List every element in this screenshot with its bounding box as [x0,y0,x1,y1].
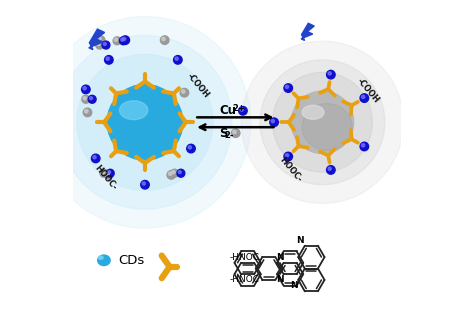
Circle shape [162,37,165,41]
Ellipse shape [107,84,183,160]
Text: -COOH: -COOH [355,77,381,105]
Circle shape [284,152,292,161]
Text: -COOH: -COOH [185,71,210,100]
Text: Cu: Cu [219,104,236,117]
Ellipse shape [98,256,103,259]
Text: CDs: CDs [118,254,145,267]
Text: HOOC-: HOOC- [93,164,118,192]
Circle shape [88,95,96,103]
Circle shape [171,169,179,177]
Circle shape [105,55,113,64]
Ellipse shape [273,72,373,172]
Circle shape [113,37,121,45]
Circle shape [177,169,185,177]
Circle shape [106,57,109,60]
Text: N: N [290,281,298,290]
Polygon shape [89,29,105,50]
Circle shape [90,97,92,100]
Circle shape [270,118,278,126]
Text: N: N [297,236,304,245]
Circle shape [100,169,108,177]
Circle shape [172,171,175,174]
Circle shape [178,171,181,174]
Circle shape [285,154,289,157]
Ellipse shape [302,105,324,119]
Ellipse shape [260,60,385,185]
Circle shape [233,130,236,134]
Circle shape [182,90,185,93]
Circle shape [83,97,86,100]
Circle shape [168,172,172,175]
Circle shape [231,129,240,137]
Circle shape [362,144,365,147]
Circle shape [83,86,86,90]
Circle shape [121,38,124,41]
Circle shape [141,181,149,189]
Ellipse shape [58,35,232,209]
Text: S: S [219,127,228,140]
Circle shape [97,42,100,46]
Circle shape [98,37,101,41]
Circle shape [106,169,114,177]
Ellipse shape [302,104,352,150]
Ellipse shape [39,16,251,228]
Circle shape [91,154,100,163]
Ellipse shape [77,54,213,190]
Circle shape [167,171,175,179]
Circle shape [285,85,289,88]
Circle shape [173,55,182,64]
Circle shape [238,107,247,115]
Circle shape [96,41,104,49]
Text: HOOC-: HOOC- [278,155,304,183]
Text: -HNOC: -HNOC [230,253,260,262]
Circle shape [102,41,110,49]
Circle shape [284,84,292,92]
Circle shape [122,37,126,41]
Circle shape [142,182,146,185]
Circle shape [327,166,335,174]
Ellipse shape [119,101,148,120]
Circle shape [101,171,104,174]
Circle shape [84,110,88,113]
Ellipse shape [241,41,403,204]
Circle shape [119,37,128,45]
Ellipse shape [98,255,110,266]
Text: N: N [276,276,284,284]
Circle shape [175,57,178,60]
Text: N: N [276,253,284,262]
Circle shape [328,72,331,75]
Circle shape [327,70,335,79]
Circle shape [360,142,369,151]
Text: 2-: 2- [225,131,234,140]
Circle shape [187,144,195,153]
Circle shape [105,171,113,179]
Circle shape [188,146,191,149]
Circle shape [121,36,129,45]
Circle shape [362,95,365,99]
Text: -HNOC: -HNOC [230,276,260,284]
Circle shape [240,108,243,111]
Circle shape [93,156,96,159]
Polygon shape [301,23,314,41]
Ellipse shape [291,91,354,153]
Circle shape [108,171,110,174]
Circle shape [328,167,331,170]
Circle shape [360,94,369,102]
Circle shape [114,38,118,41]
Circle shape [82,85,90,94]
Text: 2+: 2+ [233,104,246,113]
Circle shape [271,119,274,123]
Circle shape [160,36,169,45]
Circle shape [83,108,92,117]
Circle shape [103,43,106,46]
Circle shape [180,88,189,97]
Circle shape [106,172,109,175]
Circle shape [82,95,90,103]
Circle shape [96,36,105,45]
